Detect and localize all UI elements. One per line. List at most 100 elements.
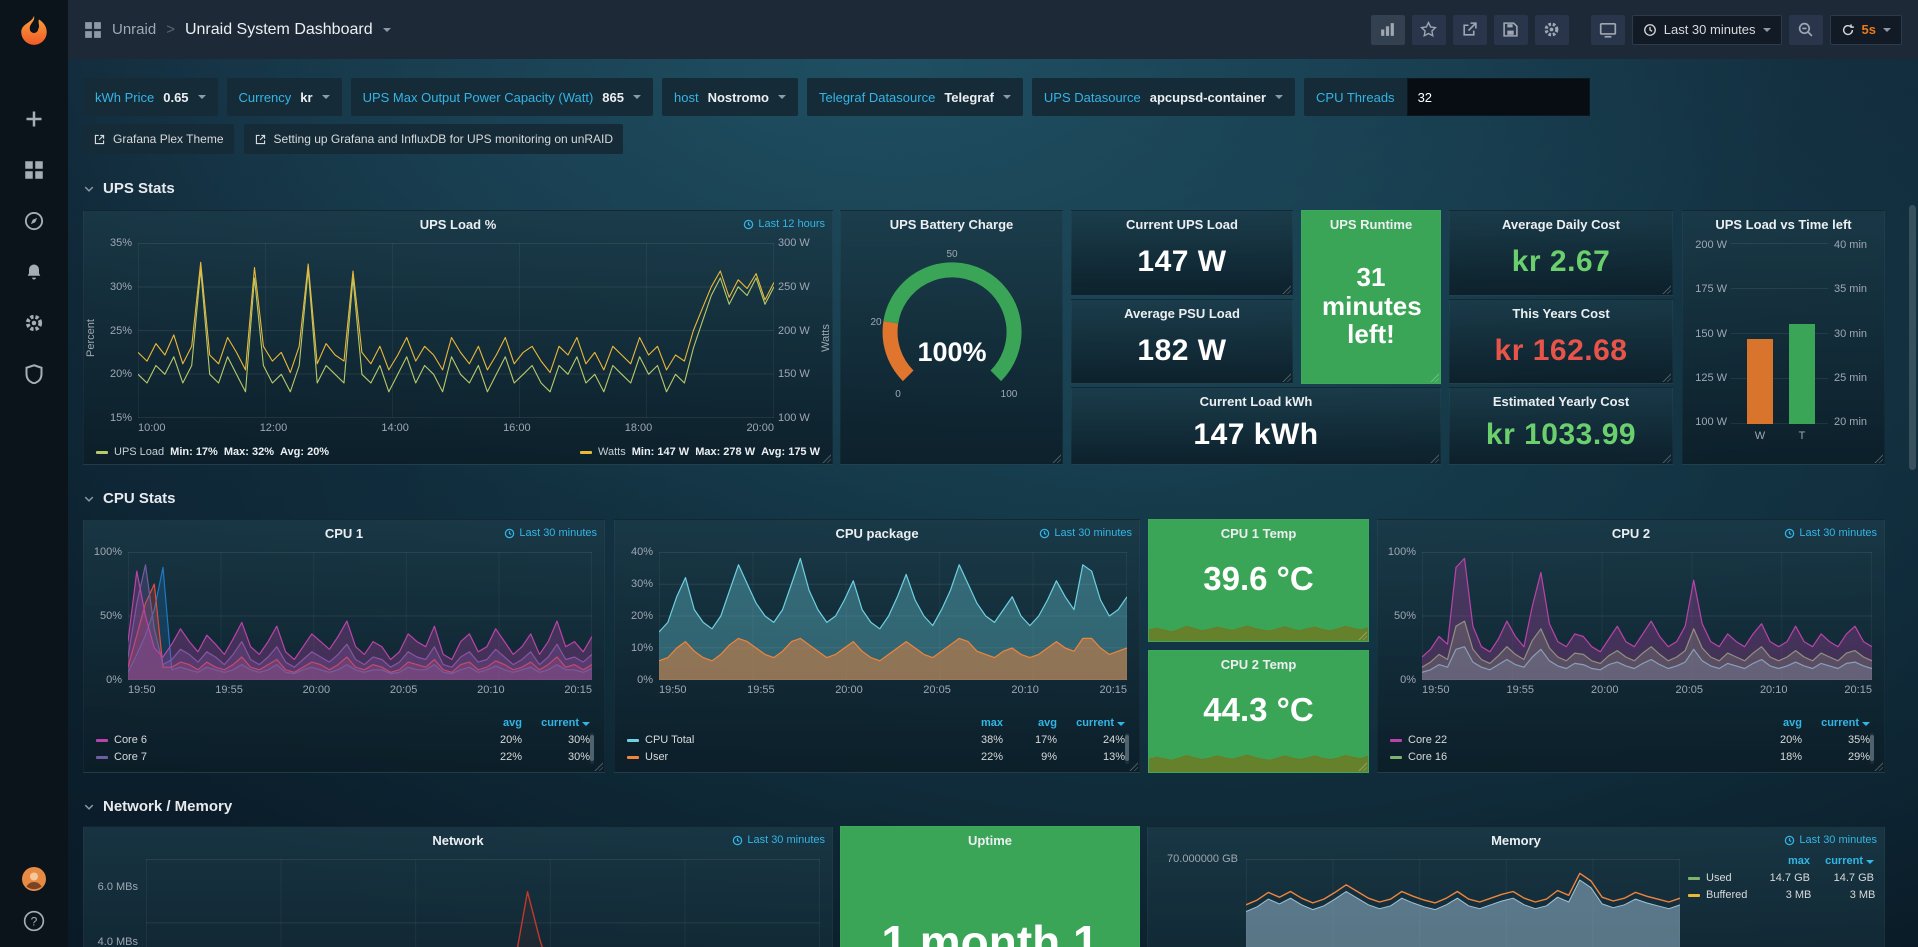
panel-title[interactable]: CPU 2: [1611, 526, 1651, 541]
configuration-button[interactable]: [22, 311, 46, 335]
star-button[interactable]: [1411, 14, 1446, 45]
link-ups-monitoring-guide[interactable]: Setting up Grafana and InfluxDB for UPS …: [243, 124, 624, 154]
time-picker-button[interactable]: Last 30 minutes: [1631, 14, 1782, 45]
panel-title[interactable]: Average Daily Cost: [1501, 217, 1620, 232]
panel-resize-handle[interactable]: [1873, 453, 1883, 463]
panel-resize-handle[interactable]: [1429, 372, 1439, 382]
panel-resize-handle[interactable]: [1661, 284, 1671, 294]
explore-button[interactable]: [22, 209, 46, 233]
panel-title[interactable]: CPU 1: [324, 526, 364, 541]
add-panel-button[interactable]: [1370, 14, 1405, 45]
legend-scrollbar[interactable]: [1870, 733, 1874, 764]
var-ups-datasource[interactable]: UPS Datasource apcupsd-container: [1031, 78, 1296, 116]
cpu-package-chart[interactable]: [659, 552, 1127, 680]
bar-watts[interactable]: [1747, 338, 1773, 424]
cycle-view-button[interactable]: [1590, 14, 1625, 45]
cpu-threads-input[interactable]: [1406, 78, 1590, 116]
save-button[interactable]: [1493, 14, 1528, 45]
row-header-network-memory[interactable]: Network / Memory: [83, 798, 232, 815]
panel-resize-handle[interactable]: [593, 761, 603, 771]
legend-scrollbar[interactable]: [590, 733, 594, 764]
legend-scrollbar-thumb[interactable]: [590, 735, 594, 761]
legend-scrollbar-thumb[interactable]: [1870, 735, 1874, 761]
legend-series[interactable]: Core 6: [96, 732, 464, 749]
var-telegraf-datasource[interactable]: Telegraf Datasource Telegraf: [806, 78, 1023, 116]
panel-title[interactable]: Memory: [1491, 833, 1541, 848]
legend-series-ups-load[interactable]: UPS Load Min: 17% Max: 32% Avg: 20%: [96, 446, 329, 458]
legend-scrollbar[interactable]: [1125, 733, 1129, 764]
zoom-out-button[interactable]: [1788, 14, 1823, 45]
legend-series[interactable]: Used: [1688, 870, 1746, 887]
legend-series[interactable]: CPU Total: [627, 732, 949, 749]
panel-title[interactable]: UPS Load vs Time left: [1715, 217, 1852, 232]
legend-col-current[interactable]: current: [1063, 717, 1125, 729]
panel-resize-handle[interactable]: [1429, 453, 1439, 463]
bar-time-left[interactable]: [1789, 324, 1815, 424]
dashboard-grid-icon[interactable]: [84, 21, 102, 39]
panel-title[interactable]: Uptime: [967, 833, 1013, 848]
share-button[interactable]: [1452, 14, 1487, 45]
var-kwh-price[interactable]: kWh Price 0.65: [83, 78, 218, 116]
legend-col-avg[interactable]: avg: [1783, 717, 1802, 729]
ups-load-chart[interactable]: [138, 243, 774, 418]
var-currency[interactable]: Currency kr: [226, 78, 342, 116]
breadcrumb-dashboard-title[interactable]: Unraid System Dashboard: [184, 20, 373, 38]
breadcrumb-folder[interactable]: Unraid: [112, 21, 157, 38]
help-button[interactable]: ?: [22, 909, 46, 933]
legend-col-max[interactable]: max: [1787, 855, 1810, 867]
panel-title[interactable]: This Years Cost: [1512, 306, 1610, 321]
panel-title[interactable]: UPS Load %: [419, 217, 497, 232]
panel-title[interactable]: UPS Battery Charge: [889, 217, 1014, 232]
panel-resize-handle[interactable]: [1357, 630, 1367, 640]
panel-resize-handle[interactable]: [1281, 372, 1291, 382]
var-host[interactable]: host Nostromo: [662, 78, 798, 116]
legend-series[interactable]: User: [627, 749, 949, 766]
panel-title[interactable]: CPU package: [835, 526, 919, 541]
legend-scrollbar-thumb[interactable]: [1125, 735, 1129, 761]
network-chart[interactable]: [146, 859, 820, 947]
panel-resize-handle[interactable]: [1661, 453, 1671, 463]
server-admin-button[interactable]: [22, 362, 46, 386]
dashboard-settings-button[interactable]: [1534, 14, 1569, 45]
panel-resize-handle[interactable]: [1873, 761, 1883, 771]
ups-bar-chart[interactable]: [1731, 243, 1828, 424]
page-scrollbar-thumb[interactable]: [1909, 205, 1916, 470]
panel-title[interactable]: Current UPS Load: [1126, 217, 1238, 232]
panel-resize-handle[interactable]: [1661, 372, 1671, 382]
row-header-cpu-stats[interactable]: CPU Stats: [83, 490, 176, 507]
panel-title[interactable]: Estimated Yearly Cost: [1492, 394, 1630, 409]
row-header-ups-stats[interactable]: UPS Stats: [83, 180, 175, 197]
legend-series[interactable]: Core 16: [1390, 749, 1744, 766]
alerting-button[interactable]: [22, 260, 46, 284]
grafana-logo[interactable]: [17, 0, 51, 59]
dashboards-button[interactable]: [22, 158, 46, 182]
panel-resize-handle[interactable]: [821, 453, 831, 463]
panel-resize-handle[interactable]: [1051, 453, 1061, 463]
legend-col-current[interactable]: current: [1816, 855, 1874, 867]
panel-title[interactable]: Current Load kWh: [1199, 394, 1313, 409]
panel-title[interactable]: CPU 1 Temp: [1220, 526, 1297, 541]
panel-title[interactable]: UPS Runtime: [1329, 217, 1413, 232]
legend-col-avg[interactable]: avg: [503, 717, 522, 729]
panel-resize-handle[interactable]: [1281, 284, 1291, 294]
panel-resize-handle[interactable]: [1128, 761, 1138, 771]
legend-series-watts[interactable]: Watts Min: 147 W Max: 278 W Avg: 175 W: [580, 446, 820, 458]
legend-series[interactable]: Buffered: [1688, 887, 1747, 904]
legend-col-current[interactable]: current: [528, 717, 590, 729]
legend-col-max[interactable]: max: [980, 717, 1003, 729]
panel-resize-handle[interactable]: [1357, 761, 1367, 771]
cpu2-chart[interactable]: [1422, 552, 1872, 680]
refresh-button[interactable]: 5s: [1829, 14, 1902, 45]
var-ups-max-output[interactable]: UPS Max Output Power Capacity (Watt) 865: [350, 78, 653, 116]
link-grafana-plex-theme[interactable]: Grafana Plex Theme: [83, 124, 234, 154]
legend-col-avg[interactable]: avg: [1038, 717, 1057, 729]
memory-chart[interactable]: [1246, 859, 1680, 947]
legend-col-current[interactable]: current: [1808, 717, 1870, 729]
panel-title[interactable]: Network: [432, 833, 484, 848]
legend-series[interactable]: Core 22: [1390, 732, 1744, 749]
panel-title[interactable]: CPU 2 Temp: [1220, 657, 1297, 672]
panel-title[interactable]: Average PSU Load: [1124, 306, 1240, 321]
user-avatar[interactable]: [22, 867, 46, 891]
chevron-down-icon[interactable]: [382, 27, 391, 32]
create-button[interactable]: [22, 107, 46, 131]
